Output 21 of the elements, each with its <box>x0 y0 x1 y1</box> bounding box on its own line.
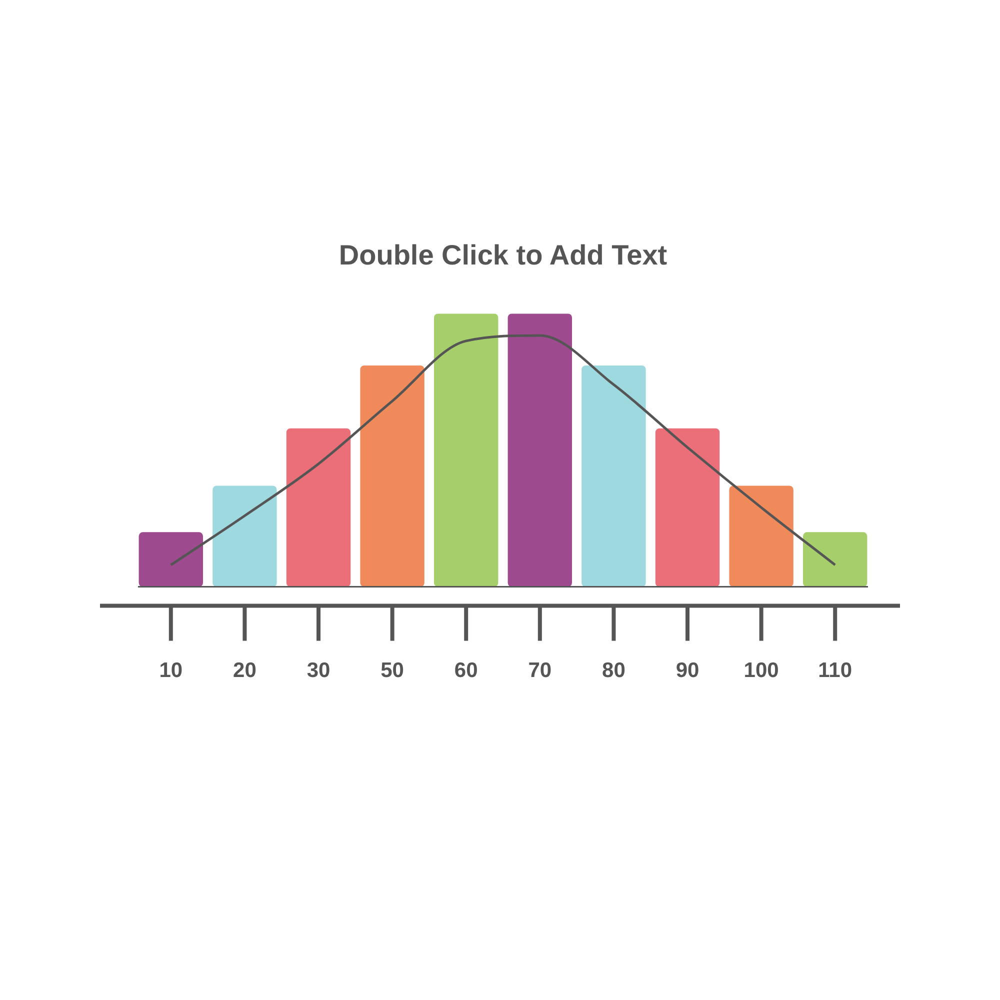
bar <box>434 314 498 587</box>
x-tick-label: 70 <box>528 659 552 682</box>
chart-title: Double Click to Add Text <box>338 240 668 271</box>
bar <box>286 428 351 587</box>
x-tick-label: 30 <box>306 659 330 682</box>
x-tick-label: 10 <box>159 659 183 682</box>
x-tick-label: 20 <box>233 659 256 682</box>
x-tick-label: 80 <box>602 659 626 682</box>
x-tick-label: 50 <box>380 659 404 682</box>
x-tick-label: 90 <box>676 659 700 682</box>
x-tick-label: 100 <box>744 659 779 682</box>
bar <box>729 486 794 587</box>
x-tick-label: 110 <box>818 659 852 682</box>
bar <box>212 486 277 587</box>
bar <box>655 428 720 587</box>
bar <box>138 532 204 587</box>
bar <box>508 314 572 587</box>
bar <box>802 532 868 587</box>
x-tick-label: 60 <box>454 659 478 682</box>
bar <box>360 366 424 587</box>
bar <box>582 366 646 587</box>
